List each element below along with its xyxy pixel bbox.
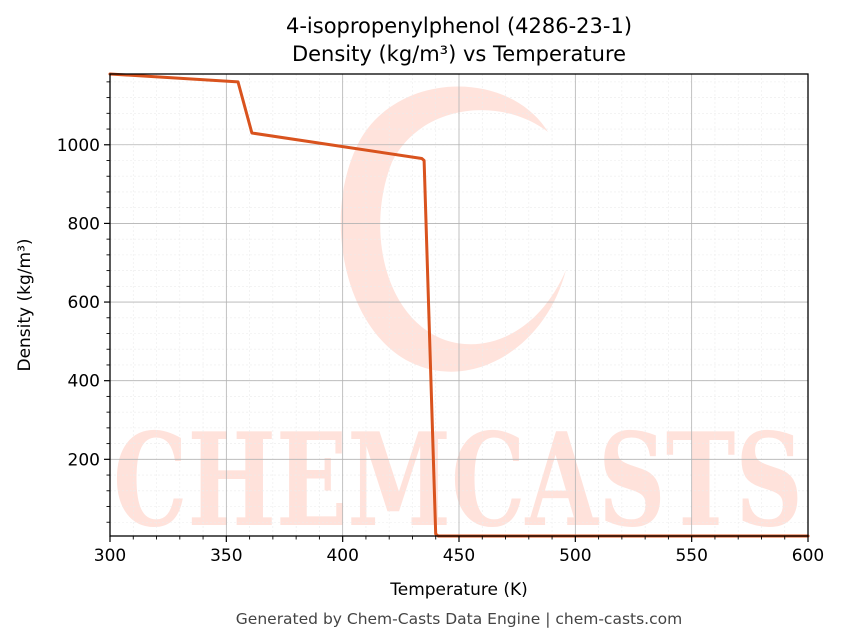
chart-title: 4-isopropenylphenol (4286-23-1) <box>286 14 632 38</box>
grid <box>109 74 809 536</box>
axis-ticks: 300 350 400 450 500 550 600 200 400 600 800 1000 <box>57 81 824 566</box>
chart-subtitle: Density (kg/m³) vs Temperature <box>292 42 626 66</box>
x-tick-label: 400 <box>326 546 358 566</box>
x-tick-label: 450 <box>443 546 475 566</box>
y-tick-label: 400 <box>68 372 100 392</box>
x-tick-label: 550 <box>675 546 707 566</box>
watermark-text: CHEMCASTS <box>113 406 803 556</box>
y-axis-label: Density (kg/m³) <box>15 238 35 371</box>
watermark-logo-icon <box>340 86 566 372</box>
x-tick-label: 300 <box>94 546 126 566</box>
y-tick-label: 800 <box>68 214 100 234</box>
y-tick-label: 600 <box>68 293 100 313</box>
footer-credit: Generated by Chem-Casts Data Engine | ch… <box>236 610 682 628</box>
x-tick-label: 500 <box>559 546 591 566</box>
y-tick-label: 200 <box>68 450 100 470</box>
watermark: CHEMCASTS <box>113 86 803 556</box>
x-tick-label: 350 <box>210 546 242 566</box>
x-tick-label: 600 <box>792 546 824 566</box>
y-tick-label: 1000 <box>57 136 100 156</box>
x-axis-label: Temperature (K) <box>389 580 528 600</box>
